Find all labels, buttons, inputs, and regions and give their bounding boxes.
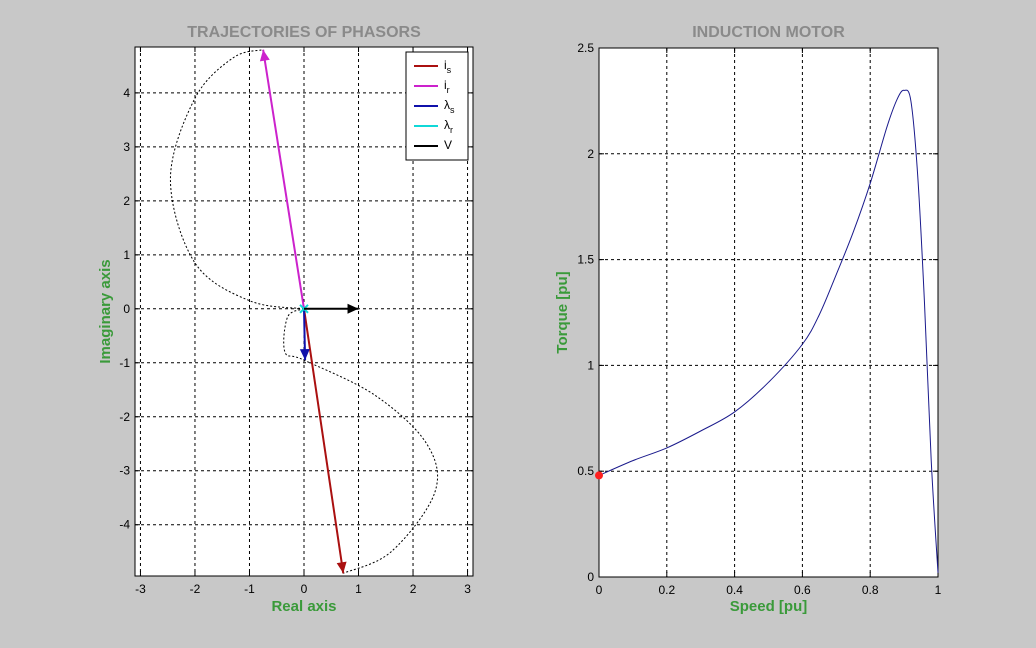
chart-title: INDUCTION MOTOR — [692, 24, 845, 41]
arrowhead-is — [336, 561, 347, 574]
legend-symbol: V — [444, 138, 452, 152]
y-axis-label: Torque [pu] — [554, 271, 571, 353]
y-tick-label: -1 — [119, 356, 130, 370]
y-tick-label: 1.5 — [577, 253, 594, 267]
plot-area — [599, 48, 938, 577]
x-tick-label: 2 — [410, 582, 417, 596]
y-axis-label: Imaginary axis — [97, 259, 114, 363]
trajectory-upper — [169, 49, 305, 310]
x-tick-label: 0.6 — [794, 583, 811, 597]
y-tick-label: -3 — [119, 464, 130, 478]
phasor-is — [303, 308, 345, 574]
legend-symbol: i — [444, 58, 447, 72]
y-tick-label: 2 — [123, 194, 130, 208]
x-tick-label: 0.2 — [658, 583, 675, 597]
legend-subscript: s — [447, 65, 452, 75]
operating-point-marker — [595, 471, 603, 480]
y-tick-label: -2 — [119, 410, 130, 424]
y-tick-label: 4 — [123, 86, 130, 100]
legend-label-ir: ir — [444, 78, 450, 95]
legend-label-is: is — [444, 58, 452, 75]
arrowhead-ls — [299, 348, 310, 361]
chart-title: TRAJECTORIES OF PHASORS — [187, 24, 421, 41]
x-tick-label: 0 — [596, 583, 603, 597]
x-axis-label: Real axis — [271, 598, 336, 615]
trajectory-lower — [283, 308, 438, 574]
x-tick-label: 1 — [935, 583, 942, 597]
x-tick-label: 0 — [301, 582, 308, 596]
axes-frame — [598, 47, 939, 578]
y-tick-label: -4 — [119, 518, 130, 532]
x-tick-label: 3 — [464, 582, 471, 596]
x-tick-label: 0.4 — [726, 583, 743, 597]
x-axis-label: Speed [pu] — [730, 598, 808, 615]
x-tick-label: -2 — [190, 582, 201, 596]
arrowhead-ir — [259, 49, 270, 62]
legend-label-v: V — [444, 138, 452, 152]
x-tick-label: -1 — [244, 582, 255, 596]
x-tick-label: 0.8 — [862, 583, 879, 597]
y-tick-label: 1 — [587, 358, 594, 372]
x-tick-label: 1 — [355, 582, 362, 596]
legend-symbol: i — [444, 78, 447, 92]
arrowhead-v — [347, 303, 359, 314]
y-tick-label: 2 — [587, 147, 594, 161]
phasor-ir — [262, 49, 305, 309]
legend-subscript: s — [450, 105, 455, 115]
phasor-chart: -3 -2 -1 0 1 2 3 -4 -3 -2 -1 0 1 2 3 4 TRAJECTORIES OF P… — [97, 24, 474, 615]
legend-label-ls: λs — [444, 98, 455, 115]
y-tick-label: 1 — [123, 248, 130, 262]
legend-symbol: λ — [444, 98, 450, 112]
legend-subscript: r — [450, 125, 453, 135]
y-tick-label: 0 — [587, 570, 594, 584]
y-tick-label: 3 — [123, 140, 130, 154]
legend-symbol: λ — [444, 118, 450, 132]
y-tick-label: 0 — [123, 302, 130, 316]
legend-label-lr: λr — [444, 118, 453, 135]
legend-subscript: r — [447, 85, 450, 95]
torque-curve — [598, 89, 939, 573]
y-tick-label: 0.5 — [577, 464, 594, 478]
y-tick-label: 2.5 — [577, 41, 594, 55]
torque-speed-chart: 0 0.2 0.4 0.6 0.8 1 0 0.5 1 1.5 2 2.5 INDUCTION MOTO… — [554, 24, 942, 615]
x-tick-label: -3 — [135, 582, 146, 596]
